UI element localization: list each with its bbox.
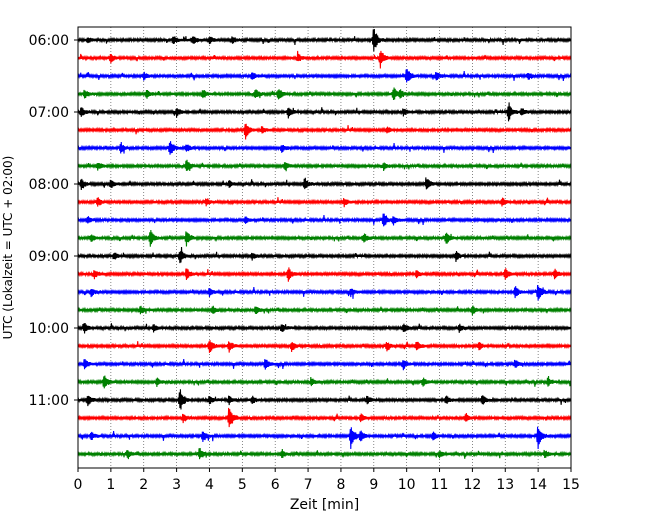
seismic-trace (77, 69, 572, 83)
x-tick-label: 7 (304, 477, 313, 493)
plot-frame (77, 26, 572, 469)
x-tick-label: 3 (172, 477, 181, 493)
seismic-trace (77, 247, 572, 264)
x-tick-label: 15 (562, 477, 580, 493)
seismic-trace (77, 284, 572, 301)
seismic-trace (77, 230, 572, 247)
x-tick-label: 4 (205, 477, 214, 493)
y-axis-ticks: 06:00 07:00 08:00 09:00 10:00 11:00 (29, 33, 78, 409)
seismic-trace (77, 267, 572, 282)
seismic-trace (77, 87, 572, 101)
seismic-trace (77, 389, 572, 410)
y-tick-label: 11:00 (29, 393, 69, 409)
seismic-trace (77, 213, 572, 227)
seismic-trace (77, 123, 572, 140)
x-tick-label: 12 (463, 477, 481, 493)
seismic-trace (77, 102, 572, 122)
seismic-trace (77, 177, 572, 191)
seismic-trace (77, 447, 572, 460)
x-tick-label: 5 (238, 477, 247, 493)
seismic-traces (77, 28, 572, 460)
x-tick-label: 6 (271, 477, 280, 493)
x-tick-label: 9 (369, 477, 378, 493)
x-axis-label: Zeit [min] (290, 497, 359, 513)
seismic-trace (77, 407, 572, 428)
y-tick-label: 07:00 (29, 105, 69, 121)
seismic-trace (77, 375, 572, 389)
seismic-trace (77, 28, 572, 52)
x-tick-label: 0 (74, 477, 83, 493)
y-tick-label: 09:00 (29, 249, 69, 265)
x-tick-label: 14 (529, 477, 547, 493)
x-tick-label: 11 (431, 477, 449, 493)
seismic-trace (77, 358, 572, 371)
x-tick-label: 13 (496, 477, 514, 493)
x-tick-label: 10 (398, 477, 416, 493)
x-tick-label: 1 (106, 477, 115, 493)
x-tick-label: 8 (336, 477, 345, 493)
seismic-trace (77, 141, 572, 155)
y-tick-label: 06:00 (29, 33, 69, 49)
seismic-trace (77, 50, 572, 69)
seismic-trace (77, 305, 572, 316)
y-tick-label: 08:00 (29, 177, 69, 193)
seismic-trace (77, 323, 572, 334)
x-axis-ticks: 0 1 2 3 4 5 6 7 8 9 10 11 12 13 14 15 (74, 468, 580, 493)
x-tick-label: 2 (139, 477, 148, 493)
seismic-trace (77, 340, 572, 353)
seismic-trace (77, 159, 572, 172)
seismic-trace (77, 197, 572, 208)
y-axis-label: UTC (Lokalzeit = UTC + 02:00) (1, 156, 15, 340)
y-tick-label: 10:00 (29, 321, 69, 337)
plot-background (78, 27, 571, 468)
seismic-trace (77, 426, 572, 450)
